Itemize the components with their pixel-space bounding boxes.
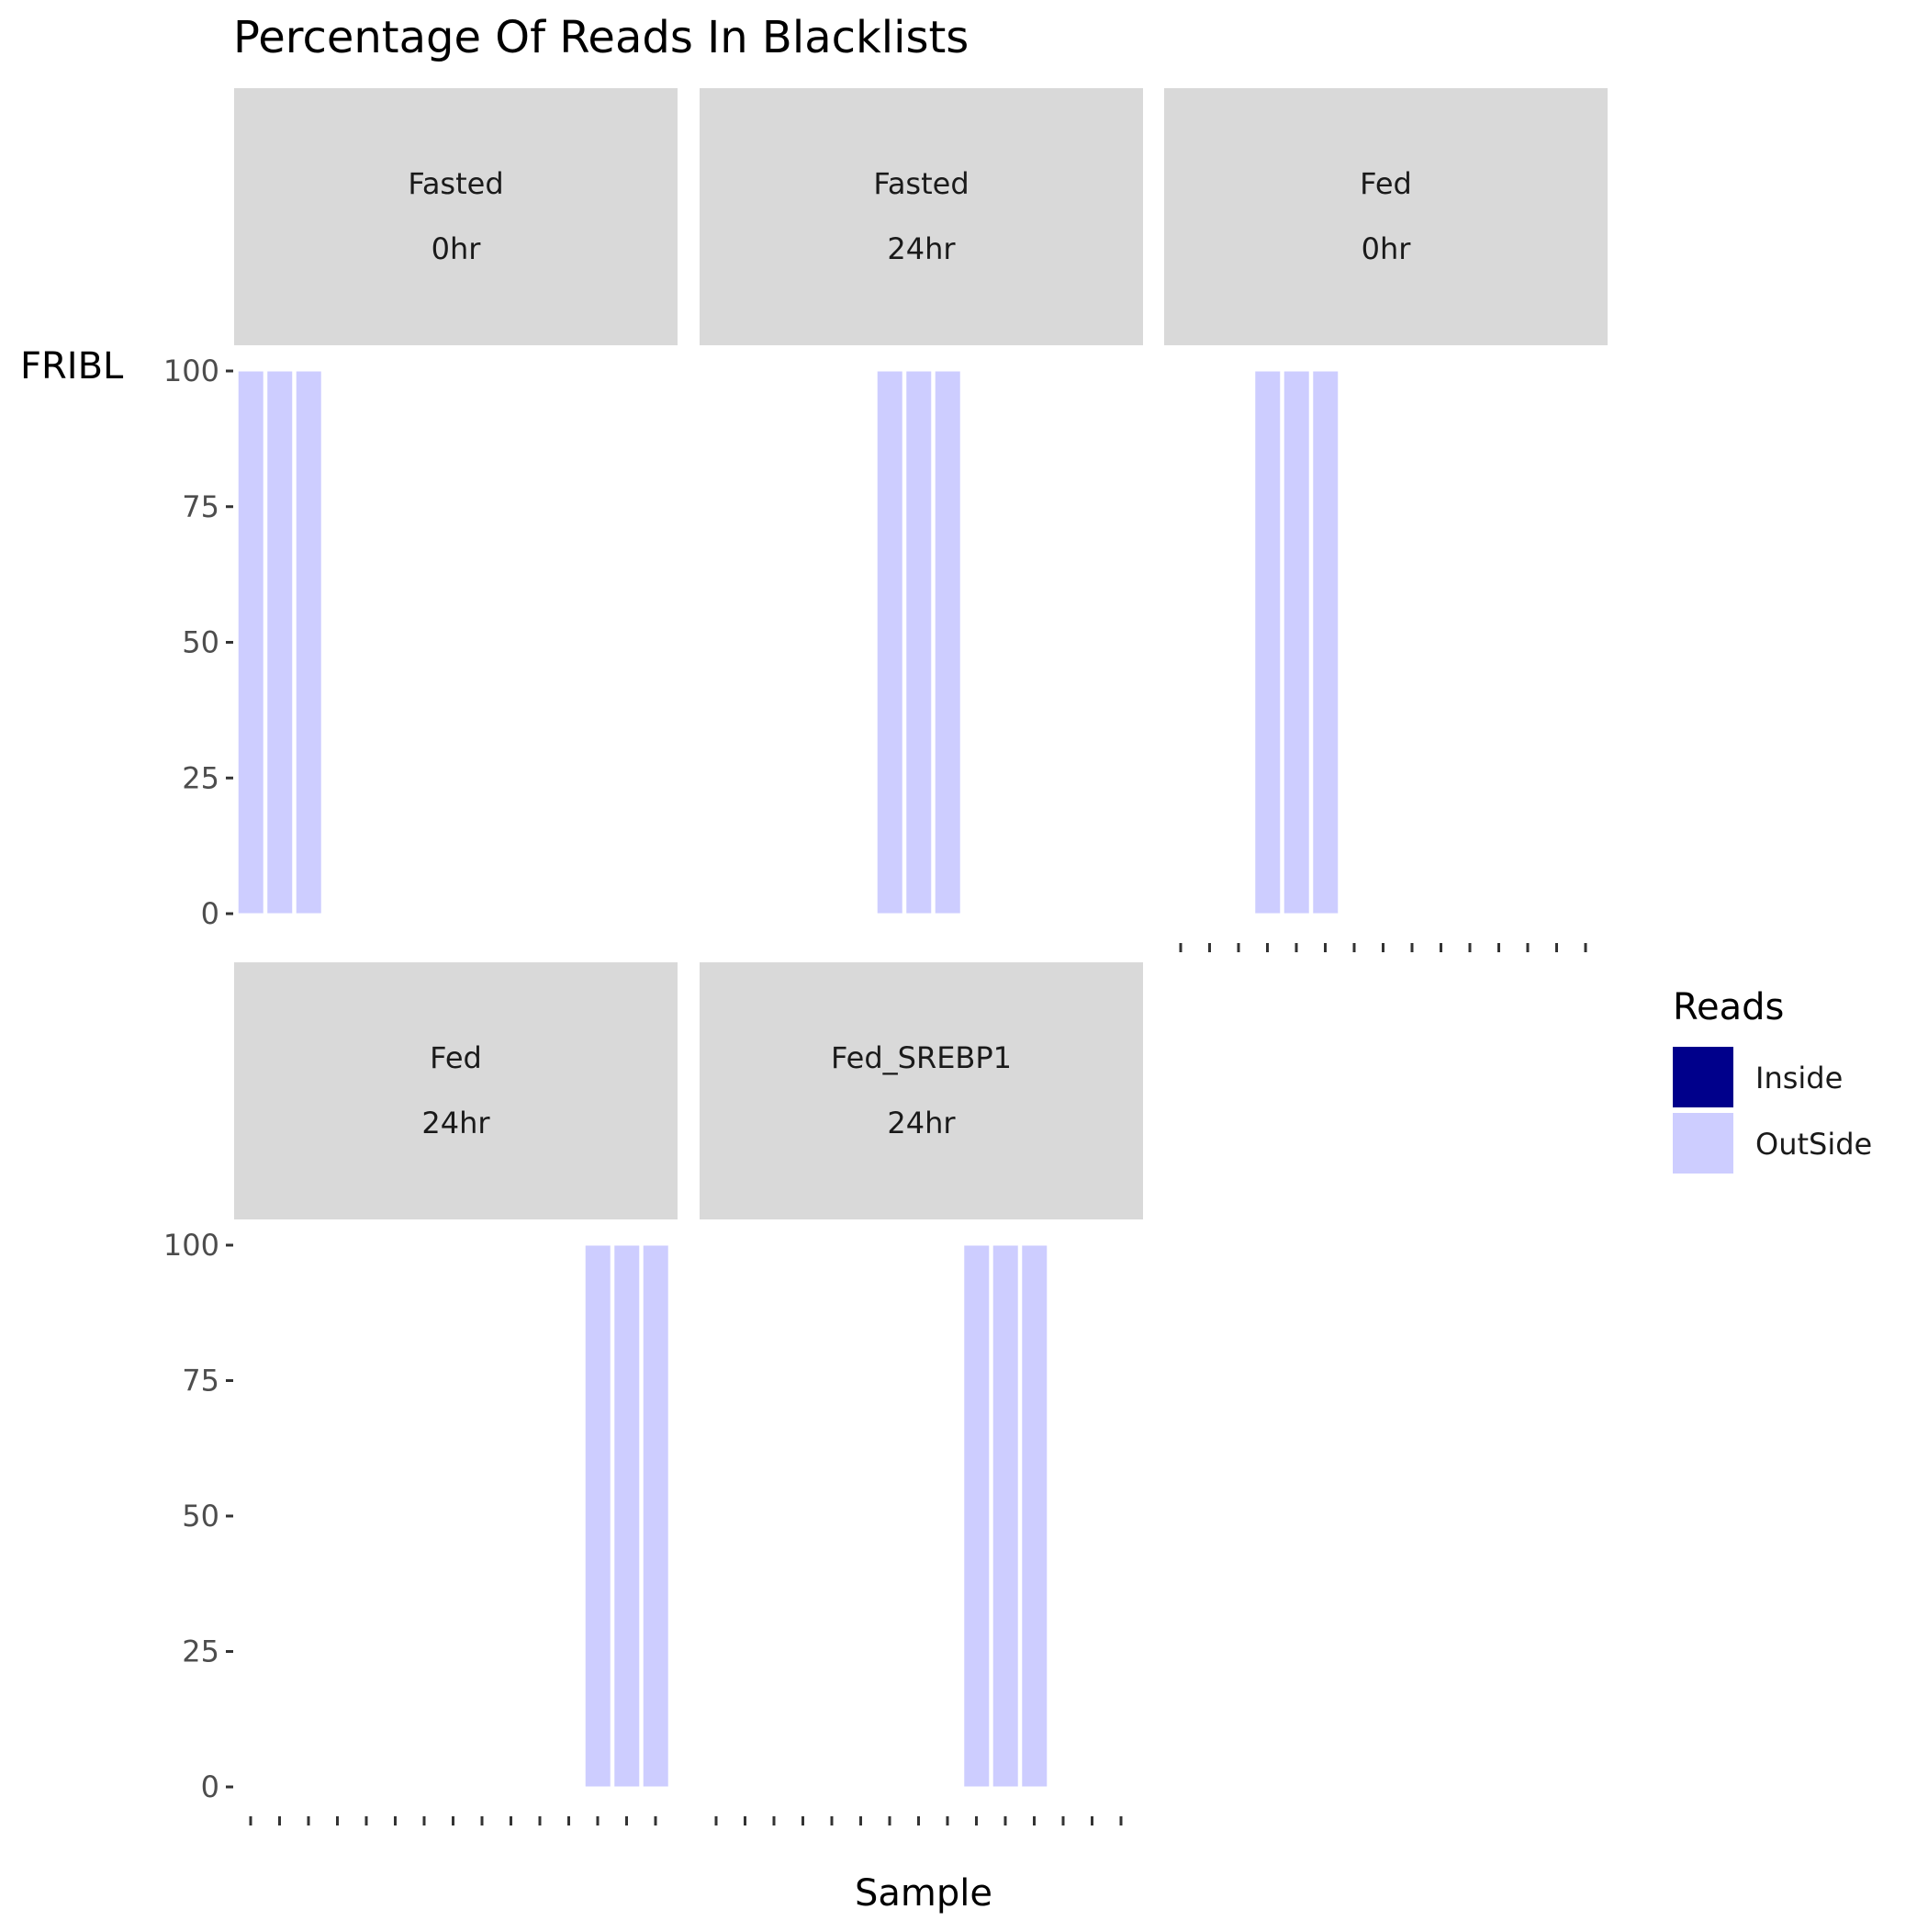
bar-outside [1254,370,1282,915]
bar-outside [963,1244,991,1788]
bar-outside [992,1244,1019,1788]
facet-strip-label: Fed_SREBP1 [831,1040,1012,1075]
legend-title: Reads [1673,986,1784,1028]
y-tick-label: 75 [182,489,219,524]
y-tick-label: 0 [201,896,219,931]
facet-strip [1164,88,1608,345]
facet-panel: Fasted 24hr [700,88,1143,915]
y-tick-label: 25 [182,760,219,795]
facet-panel: Fed 0hr [1164,88,1608,952]
bar-outside [876,370,903,915]
legend-label: Inside [1755,1061,1843,1095]
bar-outside [237,370,264,915]
y-tick-label: 25 [182,1634,219,1669]
facet-strip-label: 0hr [432,231,482,266]
facet-strip [700,962,1143,1219]
bar-outside [642,1244,669,1788]
bar-outside [613,1244,641,1788]
legend-label: OutSide [1755,1127,1872,1162]
bar-outside [1283,370,1310,915]
legend: Reads Inside OutSide [1673,986,1872,1174]
y-tick-label: 100 [163,354,219,388]
facet-strip-label: 24hr [887,231,956,266]
facet-strip-label: 0hr [1362,231,1412,266]
facet-strip-label: Fasted [873,166,969,201]
bar-outside [584,1244,611,1788]
y-axis-label: FRIBL [20,345,124,388]
facet-strip-label: 24hr [421,1106,490,1140]
facet-strip [700,88,1143,345]
facet-strip-label: 24hr [887,1106,956,1140]
bar-outside [266,370,294,915]
bar-outside [905,370,933,915]
y-tick-label: 50 [182,1499,219,1533]
y-tick-label: 0 [201,1769,219,1804]
facet-panel: Fasted 0hr 0 25 50 75 100 [163,88,678,931]
facet-panel: Fed_SREBP1 24hr [700,962,1143,1825]
facet-strip-label: Fed [1360,166,1412,201]
facet-strip-label: Fasted [408,166,503,201]
y-tick-label: 75 [182,1364,219,1398]
bar-outside [1312,370,1340,915]
facet-strip [234,962,678,1219]
y-tick-label: 50 [182,625,219,660]
bar-outside [295,370,322,915]
facet-strip-label: Fed [430,1040,482,1075]
legend-key [1673,1113,1733,1174]
legend-key [1673,1047,1733,1107]
y-tick-label: 100 [163,1228,219,1263]
facet-strip [234,88,678,345]
facet-panel: Fed 24hr 0 25 50 75 100 [163,962,678,1825]
chart-title: Percentage Of Reads In Blacklists [233,12,969,63]
bar-outside [1021,1244,1048,1788]
panels-layer: Fasted 0hr 0 25 50 75 100 Fasted 24hr Fed 0hr Fed 24… [163,88,1608,1825]
x-axis-label: Sample [855,1872,992,1915]
bar-outside [934,370,961,915]
